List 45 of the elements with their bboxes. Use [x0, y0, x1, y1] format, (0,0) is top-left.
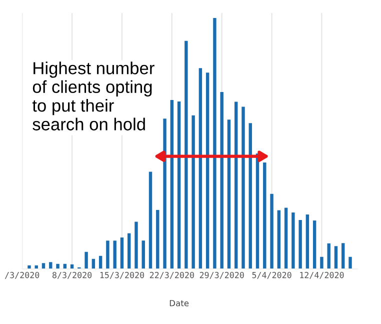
bar: [306, 214, 310, 269]
bar: [127, 233, 131, 269]
bar: [177, 102, 181, 269]
x-tick-label: 29/3/2020: [200, 272, 244, 279]
bar: [270, 194, 274, 269]
bar: [184, 40, 188, 269]
bar: [220, 92, 224, 269]
x-tick-label: 8/3/2020: [52, 272, 92, 279]
bar: [298, 220, 302, 269]
bar: [312, 220, 316, 269]
bar: [170, 100, 174, 269]
bar: [277, 210, 281, 269]
bar: [134, 222, 138, 269]
bar: [84, 252, 88, 269]
x-tick-label: 15/3/2020: [100, 272, 144, 279]
bar: [198, 68, 202, 269]
bar: [120, 238, 124, 269]
bar: [213, 18, 216, 269]
bar: [148, 172, 152, 269]
bar: [334, 246, 338, 269]
bar: [284, 208, 288, 269]
bar: [206, 72, 210, 269]
annotation: Highest number of clients opting to put their search on hold: [32, 62, 154, 130]
bar: [28, 265, 31, 269]
x-tick-label: /3/2020: [4, 272, 40, 279]
bar: [342, 243, 345, 269]
x-tick-label: 5/4/2020: [252, 272, 292, 279]
bar: [106, 240, 110, 269]
bar: [348, 256, 352, 269]
x-axis-title: Date: [170, 300, 189, 306]
bar: [234, 102, 238, 269]
bar: [327, 243, 330, 269]
bar: [248, 123, 252, 269]
bar: [56, 264, 60, 269]
bar: [292, 212, 295, 269]
bar: [242, 106, 245, 269]
bar: [49, 262, 52, 269]
bar: [192, 115, 195, 269]
bar: [227, 120, 231, 269]
x-tick-label: 22/3/2020: [150, 272, 194, 279]
x-tick-label: 12/4/2020: [300, 272, 344, 279]
bar: [113, 240, 116, 269]
bar: [320, 256, 324, 269]
bar: [156, 210, 160, 269]
bar: [142, 240, 145, 269]
